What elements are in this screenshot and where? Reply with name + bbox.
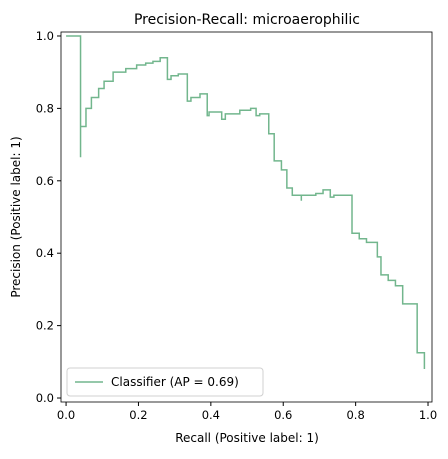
x-tick-label: 1.0 [419,408,437,422]
legend-box [66,367,264,397]
y-tick-label: 0.8 [36,101,54,115]
x-tick-label: 0.2 [129,408,147,422]
y-tick-label: 0.0 [36,391,54,405]
chart-title: Precision-Recall: microaerophilic [134,12,360,28]
plot-frame [60,31,433,403]
x-tick-label: 0.0 [57,408,75,422]
x-tick-label: 0.8 [346,408,364,422]
legend-label: Classifier (AP = 0.69) [111,375,239,389]
x-tick-label: 0.4 [202,408,220,422]
pr-curve [66,35,426,370]
y-tick-label: 1.0 [36,29,54,43]
x-axis-label: Recall (Positive label: 1) [175,431,319,445]
y-tick-label: 0.6 [36,174,54,188]
y-tick-label: 0.2 [36,319,54,333]
y-tick-label: 0.4 [36,246,54,260]
x-tick-label: 0.6 [274,408,292,422]
y-axis-label: Precision (Positive label: 1) [9,136,23,297]
